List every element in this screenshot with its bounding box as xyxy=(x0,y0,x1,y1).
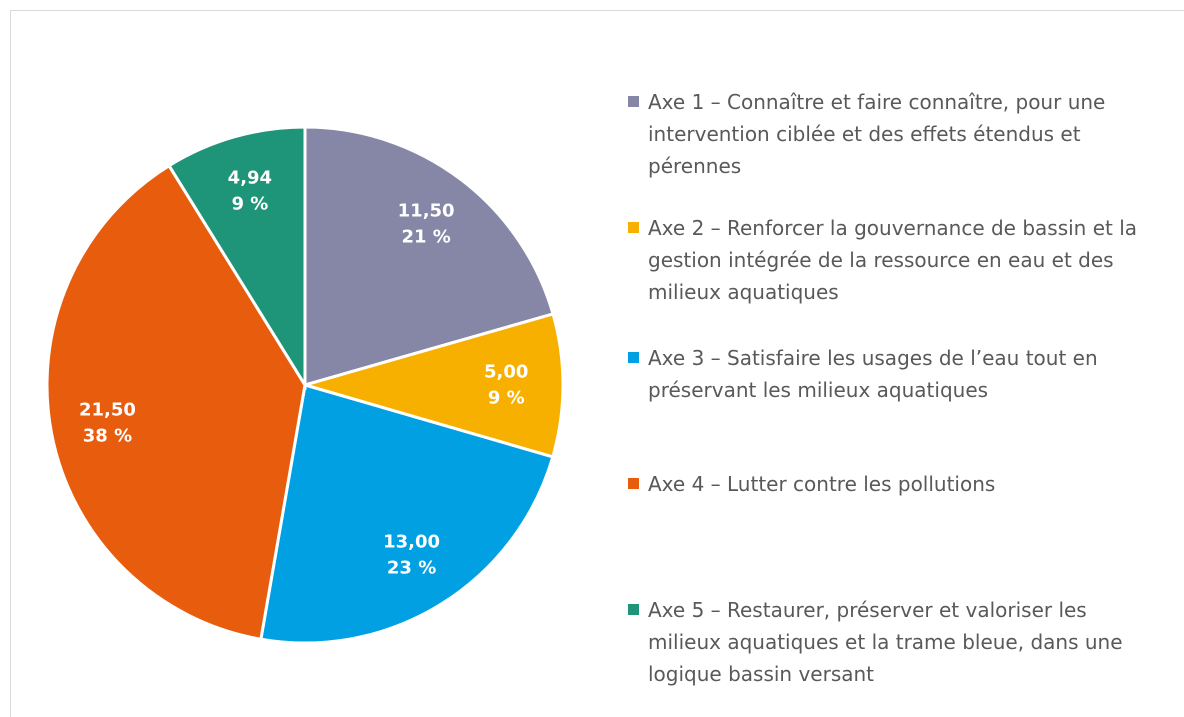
slice-percent-label: 38 % xyxy=(83,425,132,446)
pie-slice xyxy=(45,163,307,641)
legend-label: Axe 3 – Satisfaire les usages de l’eau t… xyxy=(648,346,1098,402)
legend-item: Axe 3 – Satisfaire les usages de l’eau t… xyxy=(628,342,1148,406)
pie-slice xyxy=(259,383,555,645)
slice-value-label: 5,00 xyxy=(484,361,528,382)
slice-percent-label: 21 % xyxy=(401,226,450,247)
slice-percent-label: 23 % xyxy=(387,558,436,579)
legend-swatch xyxy=(628,352,639,363)
pie-slice xyxy=(299,312,565,459)
slice-percent-label: 9 % xyxy=(231,193,268,214)
slice-percent-label: 9 % xyxy=(488,387,525,408)
legend-label: Axe 4 – Lutter contre les pollutions xyxy=(648,472,996,496)
legend-label: Axe 1 – Connaître et faire connaître, po… xyxy=(648,90,1106,178)
legend-label: Axe 5 – Restaurer, préserver et valorise… xyxy=(648,598,1123,686)
slice-value-label: 21,50 xyxy=(79,399,136,420)
pie-slice xyxy=(303,125,555,387)
legend-swatch xyxy=(628,222,639,233)
legend-item: Axe 1 – Connaître et faire connaître, po… xyxy=(628,86,1148,182)
chart-border xyxy=(10,10,1184,717)
legend-swatch xyxy=(628,96,639,107)
slice-value-label: 13,00 xyxy=(383,532,440,553)
legend-item: Axe 5 – Restaurer, préserver et valorise… xyxy=(628,594,1148,690)
legend-item: Axe 4 – Lutter contre les pollutions xyxy=(628,468,1148,500)
legend-swatch xyxy=(628,604,639,615)
legend-label: Axe 2 – Renforcer la gouvernance de bass… xyxy=(648,216,1138,304)
slice-value-label: 4,94 xyxy=(228,167,272,188)
pie-slice xyxy=(167,125,307,391)
slice-value-label: 11,50 xyxy=(398,200,455,221)
legend-item: Axe 2 – Renforcer la gouvernance de bass… xyxy=(628,212,1148,308)
legend-swatch xyxy=(628,478,639,489)
